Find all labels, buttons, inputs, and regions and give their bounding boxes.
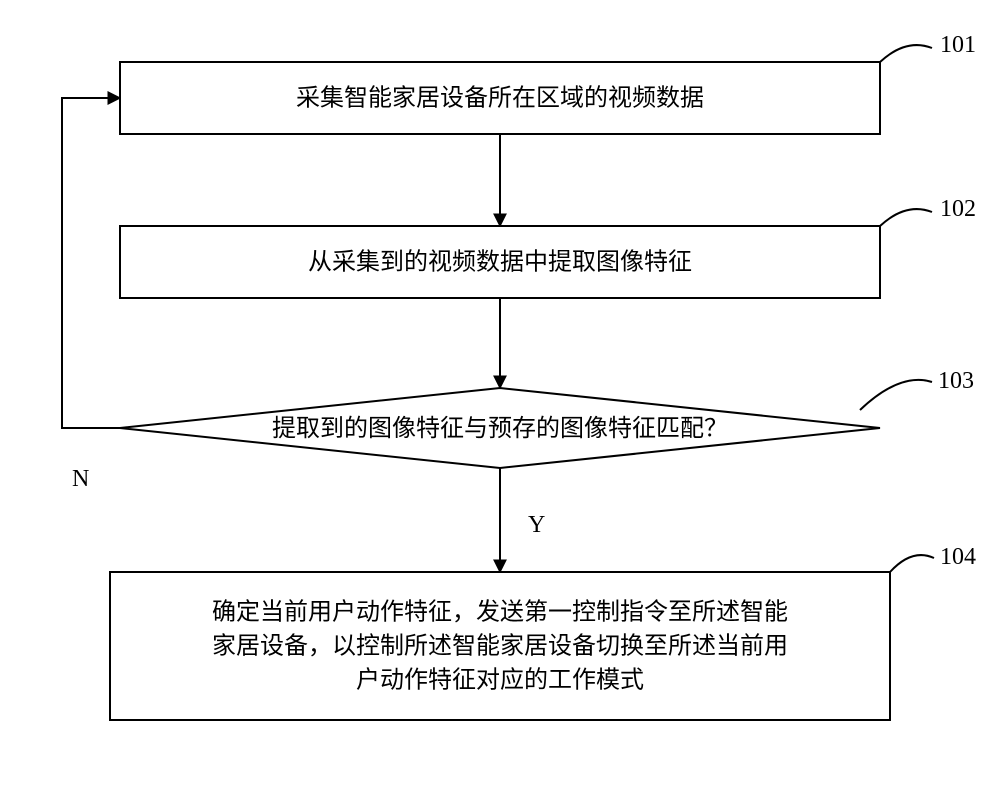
node-label-number: 102: [940, 196, 976, 222]
node-text: 从采集到的视频数据中提取图像特征: [308, 248, 692, 275]
node-n103: 提取到的图像特征与预存的图像特征匹配？ 103: [120, 368, 974, 468]
node-text: 提取到的图像特征与预存的图像特征匹配？: [272, 415, 728, 442]
node-n101: 采集智能家居设备所在区域的视频数据 101: [120, 32, 976, 134]
node-text: 采集智能家居设备所在区域的视频数据: [296, 84, 704, 111]
node-label-number: 101: [940, 32, 976, 58]
node-text: 家居设备，以控制所述智能家居设备切换至所述当前用: [212, 632, 788, 659]
node-n102: 从采集到的视频数据中提取图像特征 102: [120, 196, 976, 298]
edge-label-N: N: [72, 466, 89, 492]
node-label-number: 103: [938, 368, 974, 394]
node-text: 确定当前用户动作特征，发送第一控制指令至所述智能: [212, 598, 788, 625]
node-label-number: 104: [940, 544, 976, 570]
node-n104: 确定当前用户动作特征，发送第一控制指令至所述智能家居设备，以控制所述智能家居设备…: [110, 544, 976, 720]
edge-label-Y: Y: [528, 512, 545, 538]
node-text: 户动作特征对应的工作模式: [356, 666, 644, 693]
